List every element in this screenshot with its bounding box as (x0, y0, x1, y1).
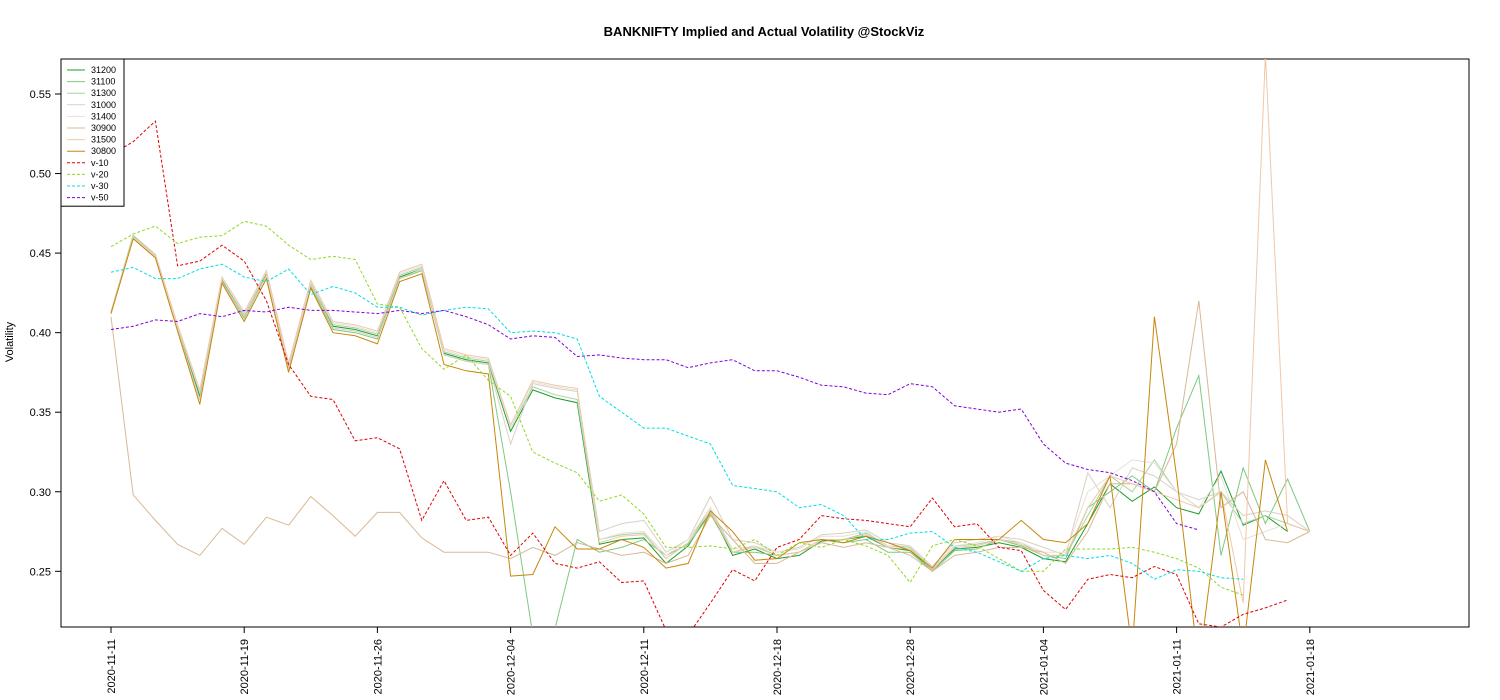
legend-label: 31200 (91, 65, 116, 75)
legend-label: v-10 (91, 158, 109, 168)
legend-label: v-20 (91, 169, 109, 179)
legend-label: 31000 (91, 100, 116, 110)
series-line-31100 (110, 236, 1311, 627)
x-tick-label: 2020-12-18 (772, 639, 784, 695)
legend-label: 30800 (91, 146, 116, 156)
x-tick-label: 2020-11-19 (239, 639, 251, 694)
series-line-v-10 (110, 120, 1288, 627)
legend-label: v-50 (91, 193, 109, 203)
legend-label: 31300 (91, 88, 116, 98)
series-line-30800 (110, 237, 1289, 627)
x-tick-label: 2020-11-26 (372, 639, 384, 694)
plot-frame (60, 58, 1470, 628)
series-line-v-20 (110, 220, 1244, 596)
y-tick-label: 0.35 (30, 407, 51, 419)
legend-label: 31100 (91, 77, 115, 87)
y-axis-label: Volatility (4, 321, 16, 362)
chart-title: BANKNIFTY Implied and Actual Volatility … (604, 24, 925, 39)
series-line-31200 (110, 234, 1288, 571)
x-tick-label: 2020-12-28 (905, 639, 917, 695)
series-line-31300 (110, 234, 1310, 569)
x-tick-label: 2021-01-04 (1038, 639, 1050, 695)
y-tick-label: 0.30 (30, 487, 51, 499)
x-tick-label: 2020-12-04 (506, 639, 518, 695)
y-tick-label: 0.40 (30, 328, 51, 340)
y-tick-label: 0.25 (30, 566, 51, 578)
legend-label: 30900 (91, 123, 116, 133)
y-tick-label: 0.55 (30, 89, 51, 101)
y-tick-label: 0.45 (30, 248, 51, 260)
series-line-v-50 (110, 306, 1199, 531)
series-line-31500 (110, 59, 1310, 604)
series-line-30900 (110, 300, 1311, 572)
x-tick-label: 2021-01-11 (1172, 639, 1184, 694)
x-tick-label: 2021-01-18 (1305, 639, 1317, 695)
legend-label: 31400 (91, 111, 116, 121)
legend-label: 31500 (91, 135, 116, 145)
y-tick-label: 0.50 (30, 169, 51, 181)
x-tick-label: 2020-12-11 (639, 639, 651, 694)
series-line-31400 (110, 236, 1310, 569)
x-tick-label: 2020-11-11 (106, 639, 118, 694)
legend-box (60, 58, 125, 207)
series-line-31000 (110, 236, 1311, 568)
series-line-v-30 (110, 263, 1244, 580)
legend-label: v-30 (91, 181, 109, 191)
